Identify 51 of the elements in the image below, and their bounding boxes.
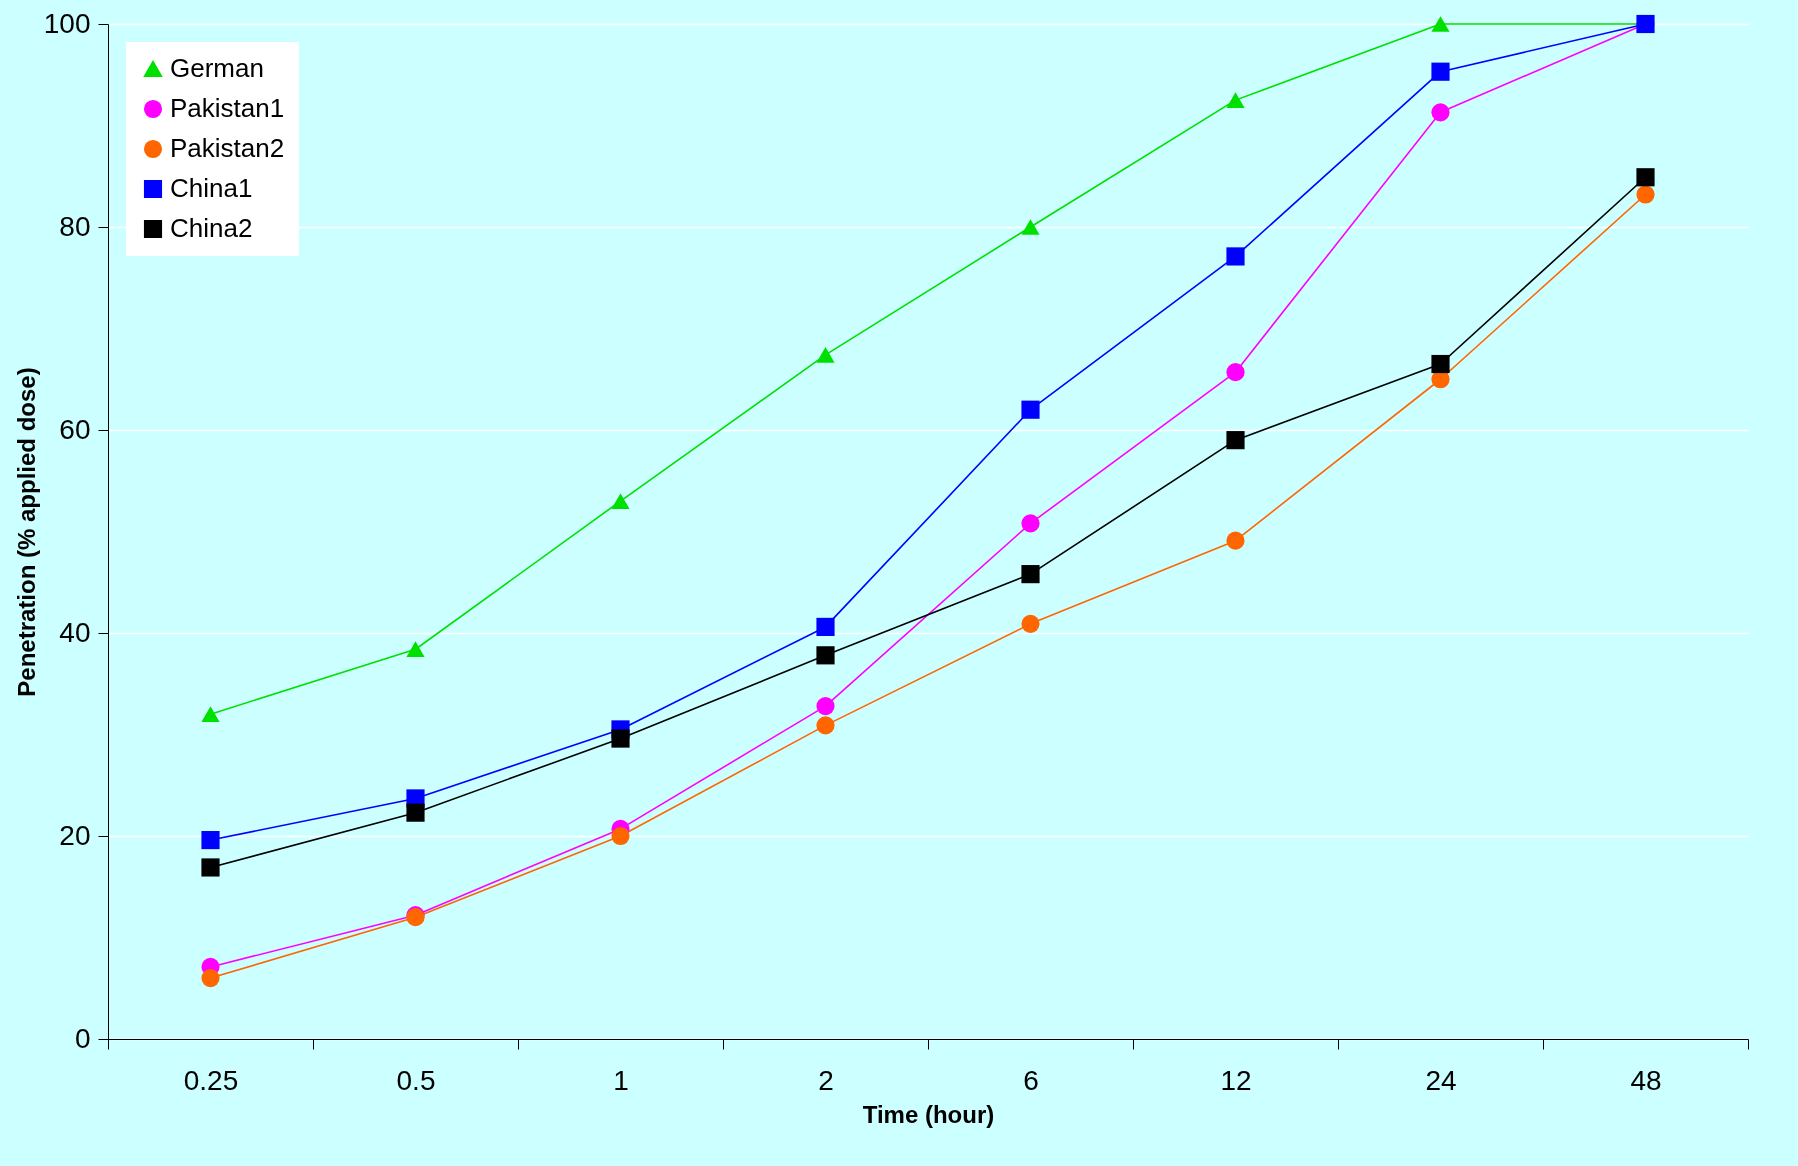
x-tick-label: 24 — [1425, 1064, 1457, 1096]
legend-label: Pakistan1 — [170, 93, 285, 123]
x-tick-label: 6 — [1023, 1064, 1039, 1096]
point — [406, 641, 425, 658]
point — [611, 729, 630, 748]
x-tick-label: 0.25 — [183, 1064, 239, 1096]
x-tick-label: 2 — [818, 1064, 834, 1096]
point — [611, 493, 630, 509]
point — [1226, 431, 1245, 450]
point — [1226, 363, 1245, 382]
y-tick-label: 100 — [43, 7, 91, 39]
point — [816, 716, 835, 735]
point — [1431, 354, 1450, 374]
legend-label: Pakistan2 — [170, 133, 285, 163]
point — [1021, 614, 1040, 633]
y-tick-label: 0 — [74, 1022, 91, 1054]
point — [1021, 219, 1040, 235]
legend-label: China2 — [170, 213, 253, 243]
legend-label: German — [170, 53, 264, 83]
x-tick-label: 48 — [1630, 1064, 1662, 1096]
x-axis-title: Time (hour) — [862, 1100, 995, 1128]
point — [1021, 565, 1040, 584]
y-tick-label: 20 — [59, 819, 91, 851]
point — [1636, 185, 1655, 204]
x-tick-label: 1 — [613, 1064, 629, 1096]
point — [201, 706, 220, 723]
point — [1431, 62, 1450, 81]
point — [1431, 103, 1450, 122]
point — [1431, 16, 1450, 32]
point — [816, 646, 835, 665]
point — [816, 347, 835, 363]
point — [816, 617, 835, 636]
point — [816, 697, 835, 716]
point — [1021, 400, 1040, 419]
point — [1021, 514, 1040, 533]
point — [1636, 168, 1655, 187]
y-tick-label: 40 — [59, 616, 91, 648]
y-axis-title: Penetration (% applied dose) — [12, 367, 40, 697]
point — [1226, 247, 1245, 266]
point — [611, 826, 630, 846]
legend-label: China1 — [170, 173, 253, 203]
point — [406, 803, 425, 822]
y-tick-label: 60 — [59, 413, 91, 445]
point — [1226, 531, 1245, 550]
x-tick-label: 0.5 — [396, 1064, 436, 1096]
x-tick-label: 12 — [1220, 1064, 1252, 1096]
point — [201, 969, 220, 988]
point — [201, 830, 220, 850]
y-tick-label: 80 — [59, 210, 91, 242]
point — [201, 858, 220, 877]
point — [1226, 92, 1245, 108]
